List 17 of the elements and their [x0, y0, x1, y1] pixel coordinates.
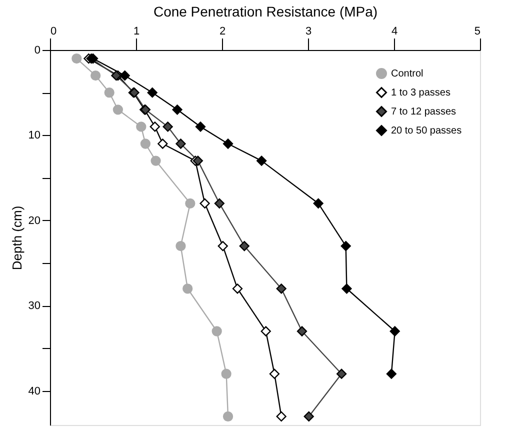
- y-tick-label: 0: [34, 44, 40, 56]
- x-tick-label: 4: [391, 26, 398, 38]
- x-tick-label: 0: [50, 26, 57, 38]
- x-tick-label: 5: [474, 26, 480, 38]
- y-axis-title: Depth (cm): [9, 206, 24, 270]
- y-tick-label: 10: [28, 130, 40, 142]
- y-tick-label: 30: [28, 300, 40, 312]
- x-tick-label: 3: [305, 26, 312, 38]
- x-tick-label: 1: [133, 26, 140, 38]
- legend-label: 1 to 3 passes: [391, 88, 450, 98]
- legend-label: 20 to 50 passes: [391, 126, 462, 136]
- x-axis-title: Cone Penetration Resistance (MPa): [153, 4, 378, 20]
- legend-label: Control: [391, 68, 424, 80]
- x-tick-label: 2: [219, 26, 226, 38]
- legend-label: 7 to 12 passes: [391, 106, 456, 118]
- y-tick-label: 40: [28, 385, 40, 398]
- y-tick-label: 20: [28, 214, 40, 227]
